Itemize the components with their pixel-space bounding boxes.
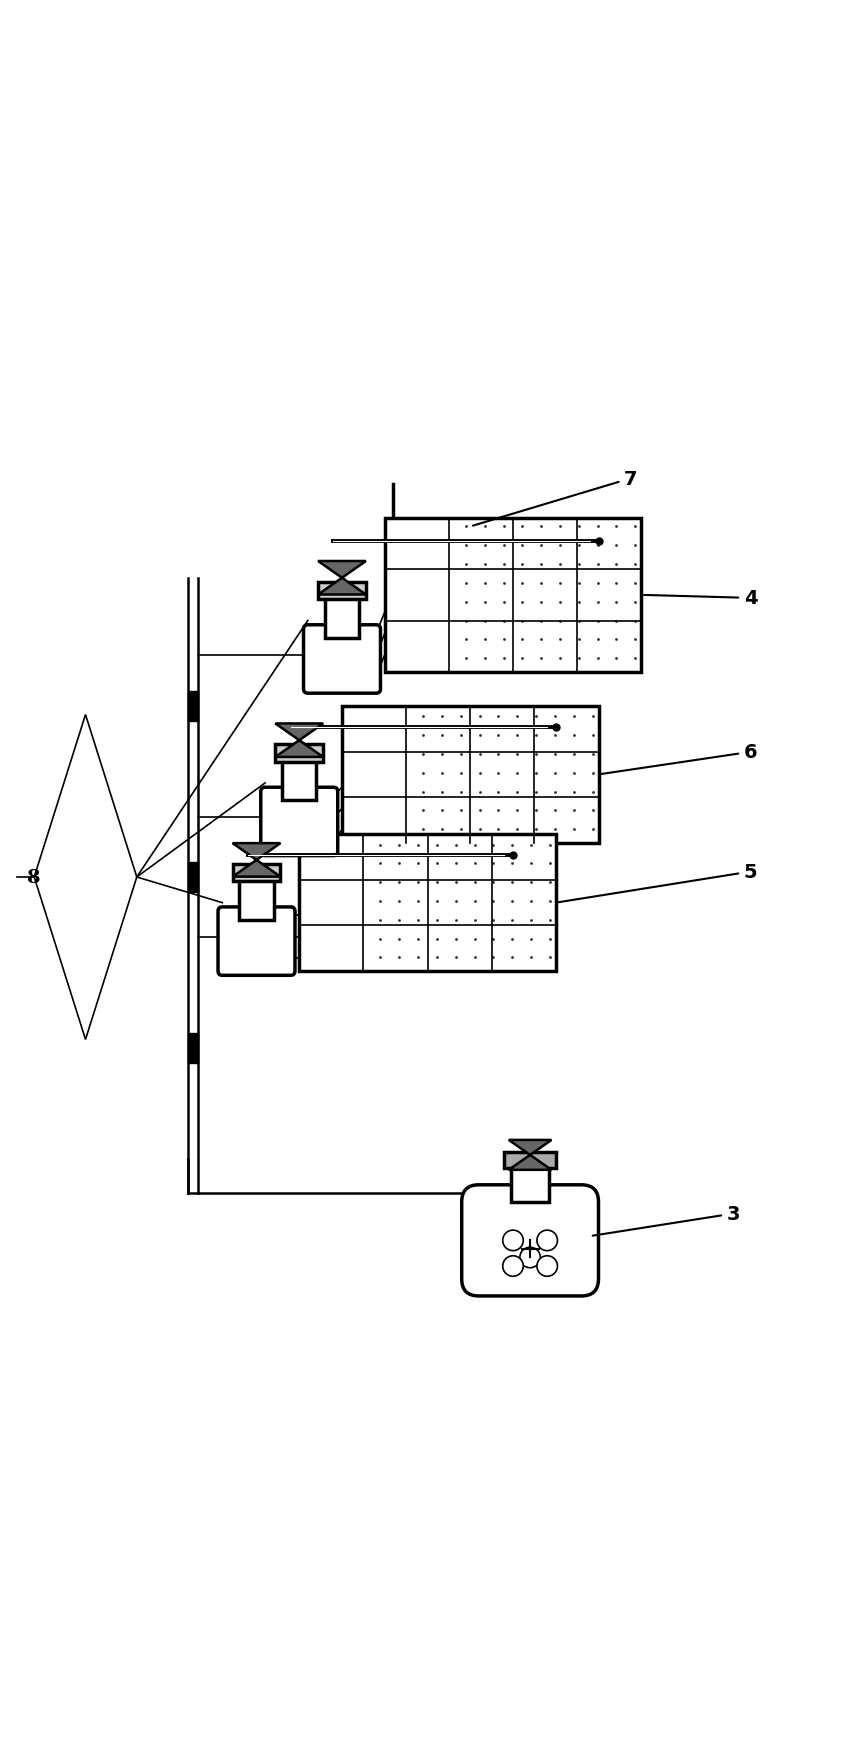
Circle shape xyxy=(537,1230,557,1251)
Bar xyxy=(318,583,366,600)
Polygon shape xyxy=(275,725,323,758)
Bar xyxy=(282,758,316,800)
Bar xyxy=(188,691,198,721)
Circle shape xyxy=(537,1257,557,1276)
Polygon shape xyxy=(318,562,366,595)
Bar xyxy=(188,1034,198,1064)
Text: 6: 6 xyxy=(601,742,758,774)
FancyBboxPatch shape xyxy=(261,788,338,856)
Bar xyxy=(342,707,598,844)
Polygon shape xyxy=(233,844,280,878)
FancyBboxPatch shape xyxy=(462,1185,598,1297)
Bar xyxy=(325,595,359,639)
Text: 3: 3 xyxy=(593,1204,740,1236)
FancyBboxPatch shape xyxy=(218,907,295,976)
Text: 8: 8 xyxy=(27,869,41,886)
Bar xyxy=(233,865,280,881)
Bar xyxy=(504,1153,556,1169)
Circle shape xyxy=(503,1257,523,1276)
Bar xyxy=(385,519,641,672)
Bar xyxy=(299,835,556,972)
Circle shape xyxy=(503,1230,523,1251)
Text: 5: 5 xyxy=(558,862,758,902)
Polygon shape xyxy=(509,1141,551,1171)
Text: 7: 7 xyxy=(473,469,638,526)
Text: 4: 4 xyxy=(644,590,758,607)
FancyBboxPatch shape xyxy=(304,625,380,693)
Bar xyxy=(239,878,274,920)
Bar xyxy=(511,1160,549,1202)
Bar xyxy=(188,862,198,893)
Circle shape xyxy=(520,1248,540,1269)
Bar xyxy=(275,746,323,762)
